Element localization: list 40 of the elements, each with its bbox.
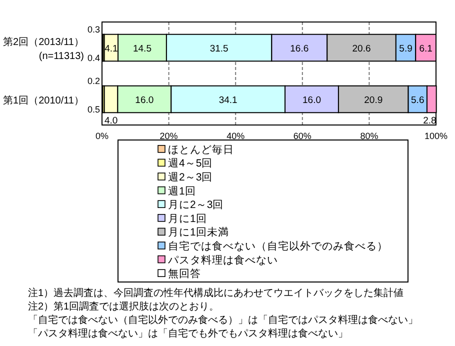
- legend-label: パスタ料理は食べない: [168, 254, 278, 266]
- xtick: 40%: [226, 131, 245, 141]
- xtick: 100%: [424, 131, 448, 141]
- data-label: 34.1: [218, 94, 238, 106]
- data-label: 0.5: [87, 104, 100, 115]
- data-label: 16.6: [290, 43, 309, 54]
- data-label: 16.0: [135, 94, 154, 106]
- data-label: 0.4: [87, 53, 100, 64]
- data-label: 5.9: [399, 43, 412, 54]
- data-label: 20.9: [364, 94, 383, 106]
- annotation: 注2）第1回調査では選択肢は次のとおり。: [28, 302, 220, 312]
- annotation: 「パスタ料理は食べない」は「自宅でも外でもパスタ料理は食べない」: [28, 328, 348, 340]
- data-label: 20.6: [352, 43, 371, 54]
- legend-label: 無回答: [168, 268, 201, 280]
- data-label: 0.2: [87, 76, 100, 86]
- data-label: 16.0: [302, 94, 321, 106]
- data-label: 6.1: [419, 43, 432, 54]
- legend-label: 週2～3回: [168, 172, 213, 184]
- legend-label: 週4～5回: [168, 158, 213, 170]
- xtick: 80%: [360, 131, 378, 141]
- category: 第1回（2010/11）: [3, 95, 84, 106]
- xtick: 60%: [293, 131, 312, 141]
- data-label: 5.6: [411, 94, 424, 106]
- annotation: 「自宅では食べない（自宅以外でのみ食べる）」は「自宅ではパスタ料理は食べない」: [28, 315, 418, 326]
- data-label: 0.3: [87, 24, 100, 34]
- data-label: 2.8: [423, 116, 436, 127]
- legend-label: 月に1回未満: [168, 226, 229, 239]
- legend-label: 週1回: [168, 185, 196, 198]
- annotation: 注1）過去調査は、今回調査の性年代構成比にあわせてウエイトバックをした集計値: [28, 288, 404, 299]
- data-label: 31.5: [210, 43, 228, 54]
- xtick: 0%: [96, 131, 108, 141]
- legend-label: 月に1回: [168, 212, 207, 225]
- legend-label: 自宅では食べない（自宅以外でのみ食べる）: [168, 240, 388, 252]
- category: 第2回（2013/11）: [3, 36, 84, 48]
- category: (n=11313): [38, 50, 84, 62]
- legend-label: 月に2～3回: [168, 199, 224, 212]
- legend-label: ほとんど毎日: [168, 144, 234, 156]
- data-label: 4.0: [104, 116, 118, 127]
- xtick: 20%: [160, 131, 178, 141]
- data-label: 14.5: [133, 43, 152, 54]
